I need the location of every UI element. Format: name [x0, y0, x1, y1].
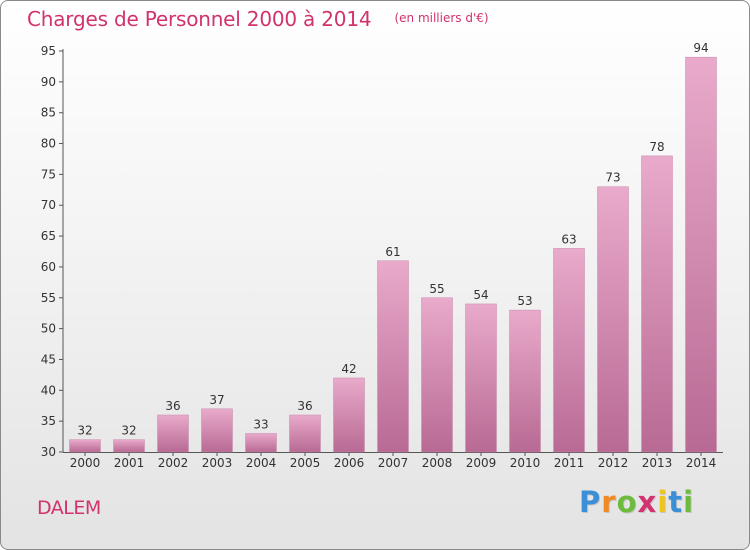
y-tick-label: 40 [41, 383, 56, 397]
y-tick-label: 55 [41, 291, 56, 305]
y-tick-label: 75 [41, 167, 56, 181]
y-tick-label: 45 [41, 352, 56, 366]
proxiti-logo[interactable]: Proxiti [579, 485, 694, 519]
x-tick-label: 2014 [686, 456, 717, 470]
x-tick-label: 2008 [422, 456, 453, 470]
bar [201, 408, 233, 453]
bar [245, 433, 277, 453]
bar-value-label: 55 [429, 282, 444, 296]
x-tick-label: 2001 [114, 456, 145, 470]
x-tick-label: 2004 [246, 456, 277, 470]
y-tick-label: 60 [41, 260, 56, 274]
axes: 30 35 40 45 50 55 60 65 70 75 80 85 90 95 2000 2001 2002… [41, 44, 723, 470]
bar-value-label: 78 [649, 140, 664, 154]
y-tick-label: 50 [41, 322, 56, 336]
bar [289, 414, 321, 453]
logo-letter: i [683, 485, 695, 519]
x-tick-label: 2002 [158, 456, 189, 470]
x-tick-label: 2010 [510, 456, 541, 470]
x-tick-label: 2009 [466, 456, 497, 470]
x-tick-label: 2006 [334, 456, 365, 470]
bar-value-label: 73 [605, 171, 620, 185]
bar-value-label: 63 [561, 232, 576, 246]
chart-subtitle: (en milliers d'€) [394, 11, 489, 25]
bar [685, 56, 717, 453]
bar [641, 155, 673, 453]
y-tick-label: 65 [41, 229, 56, 243]
bar-value-label: 94 [693, 41, 708, 55]
bar [509, 309, 541, 453]
bar-value-label: 53 [517, 294, 532, 308]
bar-value-label: 33 [253, 417, 268, 431]
chart-title: Charges de Personnel 2000 à 2014 [27, 7, 372, 31]
logo-letter: t [668, 485, 684, 519]
bar-value-label: 36 [165, 399, 180, 413]
data-labels: 32 32 36 37 33 36 42 61 55 54 53 63 73 78 94 [77, 41, 708, 437]
logo-letter: r [601, 485, 617, 519]
x-tick-label: 2003 [202, 456, 233, 470]
title-row: Charges de Personnel 2000 à 2014 (en mil… [27, 7, 489, 31]
x-tick-label: 2013 [642, 456, 673, 470]
logo-letter: P [579, 485, 602, 519]
bar [465, 303, 497, 453]
bar [113, 439, 145, 453]
bar [377, 260, 409, 453]
logo-letter: x [637, 485, 658, 519]
x-tick-label: 2007 [378, 456, 409, 470]
y-tick-label: 70 [41, 198, 56, 212]
bar-value-label: 61 [385, 245, 400, 259]
x-tick-label: 2012 [598, 456, 629, 470]
logo-letter: o [616, 485, 638, 519]
y-tick-label: 85 [41, 106, 56, 120]
bar-value-label: 36 [297, 399, 312, 413]
x-tick-label: 2011 [554, 456, 585, 470]
logo-letter: i [657, 485, 669, 519]
bar [157, 414, 189, 453]
x-tick-label: 2005 [290, 456, 321, 470]
bar-value-label: 32 [77, 424, 92, 438]
bar-value-label: 42 [341, 362, 356, 376]
bar [333, 377, 365, 453]
bar [69, 439, 101, 453]
y-tick-label: 90 [41, 75, 56, 89]
bar [553, 248, 585, 453]
y-tick-label: 95 [41, 44, 56, 58]
x-tick-label: 2000 [70, 456, 101, 470]
bar-value-label: 54 [473, 288, 488, 302]
bar [597, 186, 629, 453]
y-tick-label: 35 [41, 414, 56, 428]
bars [69, 56, 717, 453]
y-tick-label: 30 [41, 445, 56, 459]
bar-value-label: 32 [121, 424, 136, 438]
commune-name: DALEM [37, 497, 101, 519]
y-tick-label: 80 [41, 137, 56, 151]
bar-value-label: 37 [209, 393, 224, 407]
bar [421, 297, 453, 453]
